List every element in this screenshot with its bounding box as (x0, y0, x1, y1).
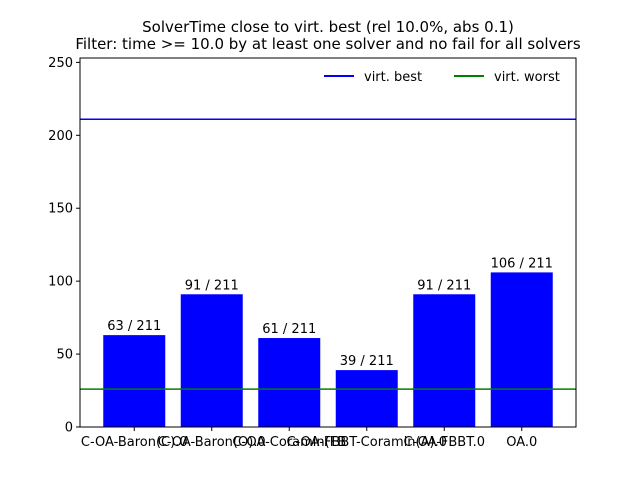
y-tick-label: 250 (48, 56, 73, 71)
bar (413, 294, 476, 427)
x-tick-label: OA.0 (506, 435, 537, 450)
bar-value-label: 91 / 211 (417, 278, 471, 293)
legend-label: virt. best (364, 70, 422, 85)
x-tick-label: C-OA-FBBT-Coramin(A).0 (287, 435, 447, 450)
bar-value-label: 39 / 211 (340, 354, 394, 369)
bar-value-label: 91 / 211 (185, 278, 239, 293)
axes-layer: 0 50 100 150 200 250 C-OA-Baron(C).0C-OA-Baron… (48, 56, 577, 450)
bar (180, 294, 243, 427)
bar-value-label: 106 / 211 (491, 256, 553, 271)
bar-value-label: 61 / 211 (262, 322, 316, 337)
bar (103, 335, 166, 427)
chart-title: SolverTime close to virt. best (rel 10.0… (142, 18, 514, 36)
bars-layer: 63 / 211 91 / 211 61 / 211 39 / 211 91 / 211… (103, 256, 553, 427)
y-tick-label: 100 (48, 275, 73, 290)
reference-lines-layer (80, 118, 576, 390)
legend: virt. best virt. worst (324, 70, 560, 85)
x-tick-label: C-OA-FBBT.0 (403, 435, 485, 450)
y-tick-label: 150 (48, 202, 73, 217)
bar (490, 272, 553, 427)
bar (258, 338, 321, 427)
x-tick-label: C-OA-Baron(O).0 (158, 435, 266, 450)
y-tick-label: 200 (48, 129, 73, 144)
x-tick-label: C-OA-Coramin(FB (232, 435, 346, 450)
legend-label: virt. worst (494, 70, 560, 85)
y-tick-label: 0 (65, 421, 73, 436)
bar (335, 370, 398, 427)
x-tick-label: C-OA-Baron(C).0 (81, 435, 188, 450)
bar-value-label: 63 / 211 (107, 319, 161, 334)
plot-frame (79, 57, 577, 428)
chart-subtitle: Filter: time >= 10.0 by at least one sol… (75, 35, 581, 53)
y-tick-label: 50 (56, 348, 73, 363)
